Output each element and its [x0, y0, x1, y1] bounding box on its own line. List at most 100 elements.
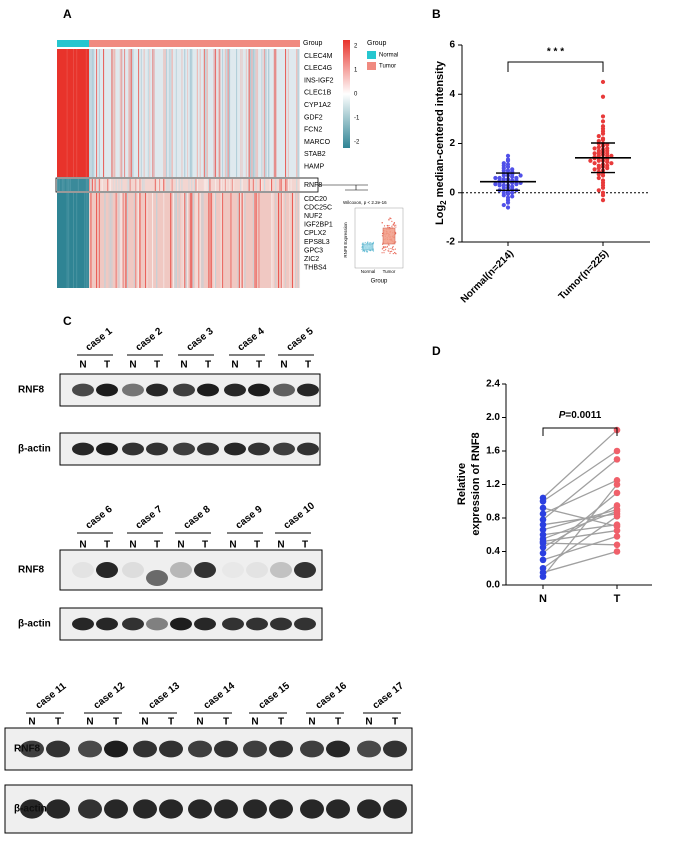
- inset-point: [390, 250, 392, 253]
- heatmap-streak: [196, 49, 198, 177]
- blot-band: [122, 562, 144, 578]
- heatmap-streak: [136, 193, 138, 288]
- heatmap-streak: [209, 179, 211, 191]
- heatmap-streak: [73, 193, 74, 288]
- heatmap-streak: [187, 49, 189, 177]
- heatmap-streak: [136, 179, 138, 191]
- inset-point: [381, 248, 383, 250]
- blot-band: [294, 617, 316, 631]
- heatmap-streak: [219, 179, 221, 191]
- data-point: [596, 188, 601, 193]
- blot-row-label: β-actin: [18, 619, 51, 630]
- inset-point: [388, 244, 390, 246]
- data-point: [539, 549, 547, 557]
- case-label: case 14: [202, 680, 238, 711]
- blot-band: [122, 383, 144, 397]
- blot-band: [104, 740, 128, 758]
- heatmap-streak: [196, 193, 198, 288]
- blot-band: [122, 442, 144, 456]
- blot-band: [78, 740, 102, 758]
- heatmap-streak: [201, 193, 203, 288]
- blot-row-label: β-actin: [18, 444, 51, 455]
- heatmap-streak: [168, 179, 170, 191]
- heatmap-streak: [240, 193, 242, 288]
- heatmap-streak: [93, 49, 95, 177]
- heatmap-streak: [222, 193, 224, 288]
- heatmap-streak: [58, 179, 60, 191]
- blot-band: [383, 799, 407, 819]
- data-point: [605, 166, 610, 171]
- blot-band: [294, 562, 316, 578]
- lane-label: T: [256, 360, 262, 371]
- colorbar-tick: 1: [354, 68, 358, 74]
- heatmap-streak: [252, 179, 254, 191]
- heatmap-streak: [147, 49, 149, 177]
- data-point: [609, 161, 614, 166]
- case-label: case 16: [314, 680, 350, 711]
- heatmap-streak: [133, 193, 135, 288]
- case-label: case 7: [134, 504, 165, 532]
- blot-band: [243, 740, 267, 758]
- data-point: [613, 541, 621, 549]
- heatmap-streak: [271, 179, 273, 191]
- heatmap-streak: [255, 193, 257, 288]
- case-label: case 17: [371, 680, 407, 711]
- y-tick-label: 2.0: [486, 412, 500, 423]
- blot-band: [72, 383, 94, 397]
- data-point: [613, 456, 621, 463]
- inset-point: [363, 250, 366, 253]
- heatmap-streak: [94, 179, 96, 191]
- heatmap-streak: [275, 179, 277, 191]
- data-point: [600, 114, 606, 119]
- heatmap-streak: [177, 179, 179, 191]
- blot-band: [300, 740, 324, 758]
- blot-band: [326, 799, 350, 819]
- panel-label: B: [432, 7, 441, 21]
- data-point: [600, 198, 606, 203]
- heatmap-streak: [125, 193, 127, 288]
- heatmap-streak: [199, 193, 201, 288]
- heatmap-streak: [87, 179, 89, 191]
- lane-label: N: [251, 717, 258, 728]
- case-label: case 15: [257, 680, 293, 711]
- lane-label: T: [254, 540, 260, 551]
- case-label: case 11: [34, 681, 69, 712]
- inset-point: [385, 249, 387, 251]
- data-point: [539, 556, 547, 564]
- heatmap-streak: [98, 179, 100, 191]
- heatmap-streak: [213, 49, 215, 177]
- heatmap-streak: [90, 179, 92, 191]
- heatmap-streak: [237, 193, 239, 288]
- inset-xtitle: Group: [371, 279, 388, 285]
- case-label: case 13: [147, 680, 183, 711]
- heatmap-streak: [121, 49, 123, 177]
- heatmap-streak: [111, 193, 113, 288]
- lane-label: T: [104, 540, 110, 551]
- colorbar-tick: -2: [354, 140, 360, 146]
- inset-point: [388, 248, 390, 250]
- heatmap-streak: [96, 179, 98, 191]
- case-label: case 12: [92, 680, 128, 711]
- heatmap-streak: [191, 193, 193, 288]
- heatmap-streak: [160, 179, 162, 191]
- data-point: [613, 489, 621, 497]
- x-tick-label: Normal(n=214): [459, 248, 516, 305]
- heatmap-streak: [299, 179, 301, 191]
- lane-label: N: [277, 540, 284, 551]
- lane-label: T: [223, 717, 229, 728]
- data-point: [600, 185, 606, 190]
- heatmap-streak: [269, 179, 271, 191]
- heatmap-streak: [124, 49, 126, 177]
- inset-point: [366, 242, 369, 244]
- inset-frame: [354, 207, 404, 269]
- heatmap-streak: [205, 179, 207, 191]
- blot-band: [326, 740, 350, 758]
- y-tick-label: 2: [449, 138, 455, 149]
- heatmap-streak: [66, 193, 68, 288]
- connector: [318, 184, 368, 191]
- group-bar: [89, 40, 300, 47]
- heatmap-streak: [121, 179, 123, 191]
- blot-band: [248, 442, 270, 456]
- blot-band: [72, 442, 94, 456]
- data-point: [600, 94, 606, 99]
